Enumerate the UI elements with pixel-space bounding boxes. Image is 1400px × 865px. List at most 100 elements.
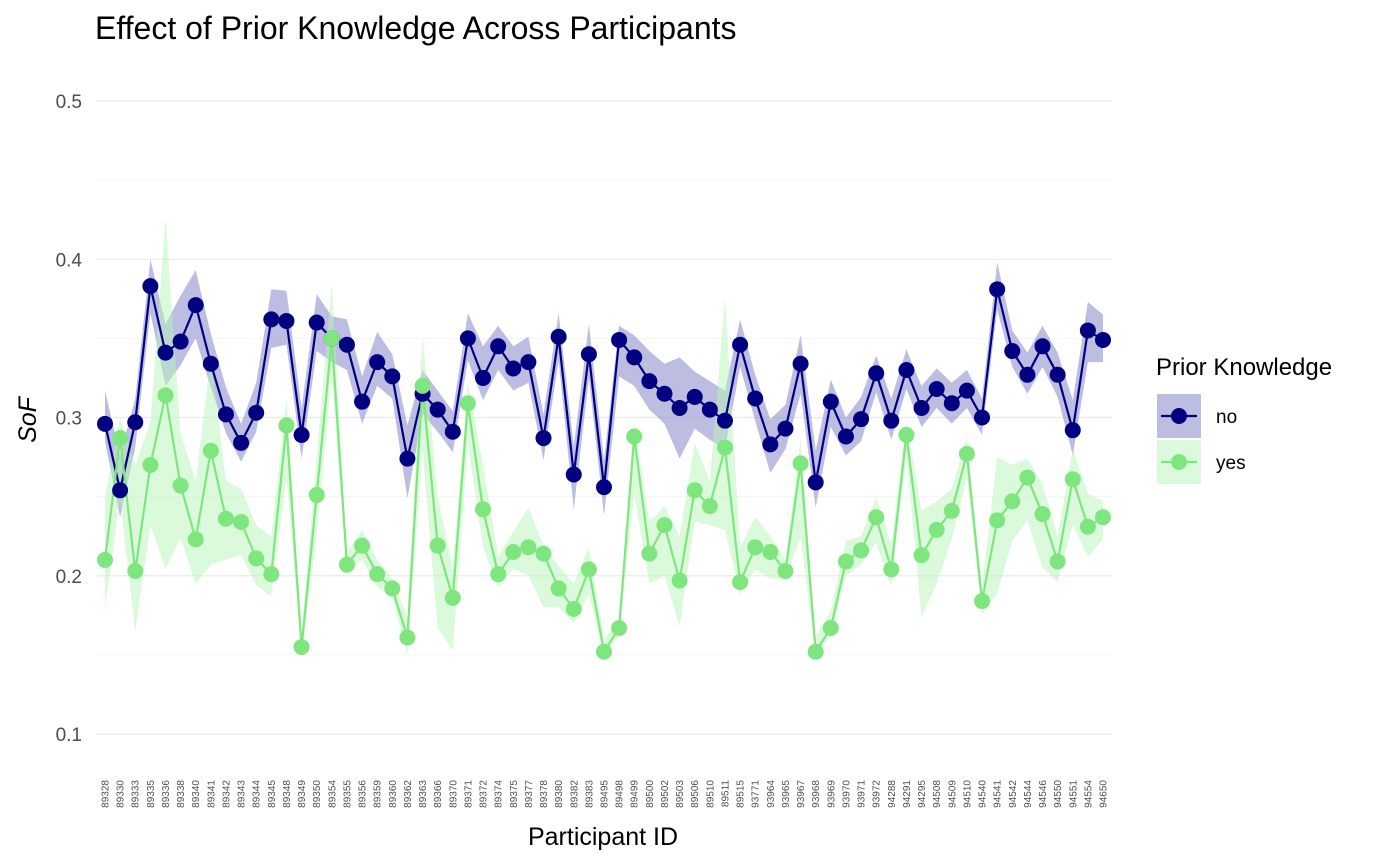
x-tick-label: 94288 (887, 780, 898, 808)
point-no (974, 409, 991, 426)
point-yes (943, 502, 960, 519)
legend-label: yes (1216, 453, 1246, 474)
point-yes (323, 330, 340, 347)
x-tick-label: 94542 (1008, 780, 1019, 808)
point-yes (898, 426, 915, 443)
x-tick-label: 93972 (872, 780, 883, 808)
point-yes (1079, 518, 1096, 535)
x-tick-label: 89382 (569, 780, 580, 808)
point-no (248, 404, 265, 421)
point-yes (822, 619, 839, 636)
point-yes (308, 487, 325, 504)
x-tick-label: 89378 (539, 780, 550, 808)
x-tick-label: 89340 (191, 780, 202, 808)
point-yes (777, 563, 794, 580)
x-tick-label: 89341 (206, 780, 217, 808)
point-yes (580, 561, 597, 578)
x-tick-label: 94508 (932, 780, 943, 808)
point-no (641, 373, 658, 390)
point-yes (1034, 506, 1051, 523)
point-yes (883, 561, 900, 578)
point-yes (974, 593, 991, 610)
x-tick-label: 89342 (221, 780, 232, 808)
x-tick-label: 93771 (751, 780, 762, 808)
x-tick-label: 89354 (327, 780, 338, 808)
x-tick-label: 89499 (630, 780, 641, 808)
x-tick-label: 89333 (131, 780, 142, 808)
point-yes (732, 574, 749, 591)
point-yes (172, 477, 189, 494)
point-no (656, 385, 673, 402)
x-tick-label: 94650 (1099, 780, 1110, 808)
x-tick-label: 89355 (342, 780, 353, 808)
x-tick-label: 94551 (1068, 780, 1079, 808)
point-yes (747, 539, 764, 556)
point-yes (596, 643, 612, 660)
legend-key-point (1171, 454, 1187, 470)
x-tick-label: 93969 (826, 780, 837, 808)
x-tick-label: 89349 (297, 780, 308, 808)
x-tick-label: 89356 (358, 780, 369, 808)
point-no (202, 355, 219, 372)
x-tick-label: 93965 (781, 780, 792, 808)
x-tick-label: 89371 (463, 780, 474, 808)
point-no (580, 346, 597, 363)
point-yes (853, 542, 870, 559)
x-tick-label: 94540 (978, 780, 989, 808)
x-tick-label: 89328 (101, 780, 112, 808)
y-tick-label: 0.4 (56, 250, 83, 271)
band-yes (105, 218, 1103, 655)
point-no (716, 412, 733, 429)
point-yes (686, 482, 703, 499)
legend-item-yes: yes (1157, 440, 1246, 484)
point-no (550, 328, 567, 345)
point-yes (565, 600, 582, 617)
x-tick-label: 89370 (448, 780, 459, 808)
point-no (217, 406, 234, 423)
point-yes (429, 537, 446, 554)
x-tick-label: 89375 (509, 780, 520, 808)
x-tick-label: 89335 (146, 780, 157, 808)
point-yes (187, 531, 204, 548)
x-tick-label: 89377 (524, 780, 535, 808)
chart-title: Effect of Prior Knowledge Across Partici… (95, 10, 737, 46)
x-tick-label: 89350 (312, 780, 323, 808)
x-tick-label: 89343 (237, 780, 248, 808)
point-yes (1049, 553, 1066, 570)
point-no (475, 369, 492, 386)
point-yes (414, 377, 431, 394)
point-no (837, 428, 854, 445)
x-tick-label: 89506 (690, 780, 701, 808)
legend-title: Prior Knowledge (1156, 354, 1332, 381)
point-no (596, 479, 612, 496)
x-tick-label: 89362 (403, 780, 414, 808)
x-tick-label: 89495 (600, 780, 611, 808)
legend-key-point (1171, 408, 1187, 424)
x-axis-ticks: 89328 89330 89333 89335 89336 89338 89340 89341… (101, 780, 1110, 808)
series-points (97, 278, 1111, 660)
point-no (853, 411, 870, 428)
point-no (444, 423, 461, 440)
point-no (958, 382, 975, 399)
x-tick-label: 94510 (962, 780, 973, 808)
point-no (384, 368, 401, 385)
point-no (565, 466, 582, 483)
point-yes (369, 566, 386, 583)
point-yes (354, 537, 371, 554)
x-tick-label: 94554 (1083, 780, 1094, 808)
x-tick-label: 94291 (902, 780, 913, 808)
x-tick-label: 89330 (116, 780, 127, 808)
point-no (505, 360, 522, 377)
point-yes (97, 551, 113, 568)
x-tick-label: 89498 (615, 780, 626, 808)
point-no (747, 390, 764, 407)
point-no (535, 430, 552, 447)
point-yes (233, 513, 250, 530)
x-tick-label: 89511 (720, 780, 731, 808)
point-no (429, 401, 446, 418)
point-no (822, 393, 839, 410)
point-yes (656, 517, 673, 534)
point-yes (671, 572, 688, 589)
point-yes (868, 509, 885, 526)
